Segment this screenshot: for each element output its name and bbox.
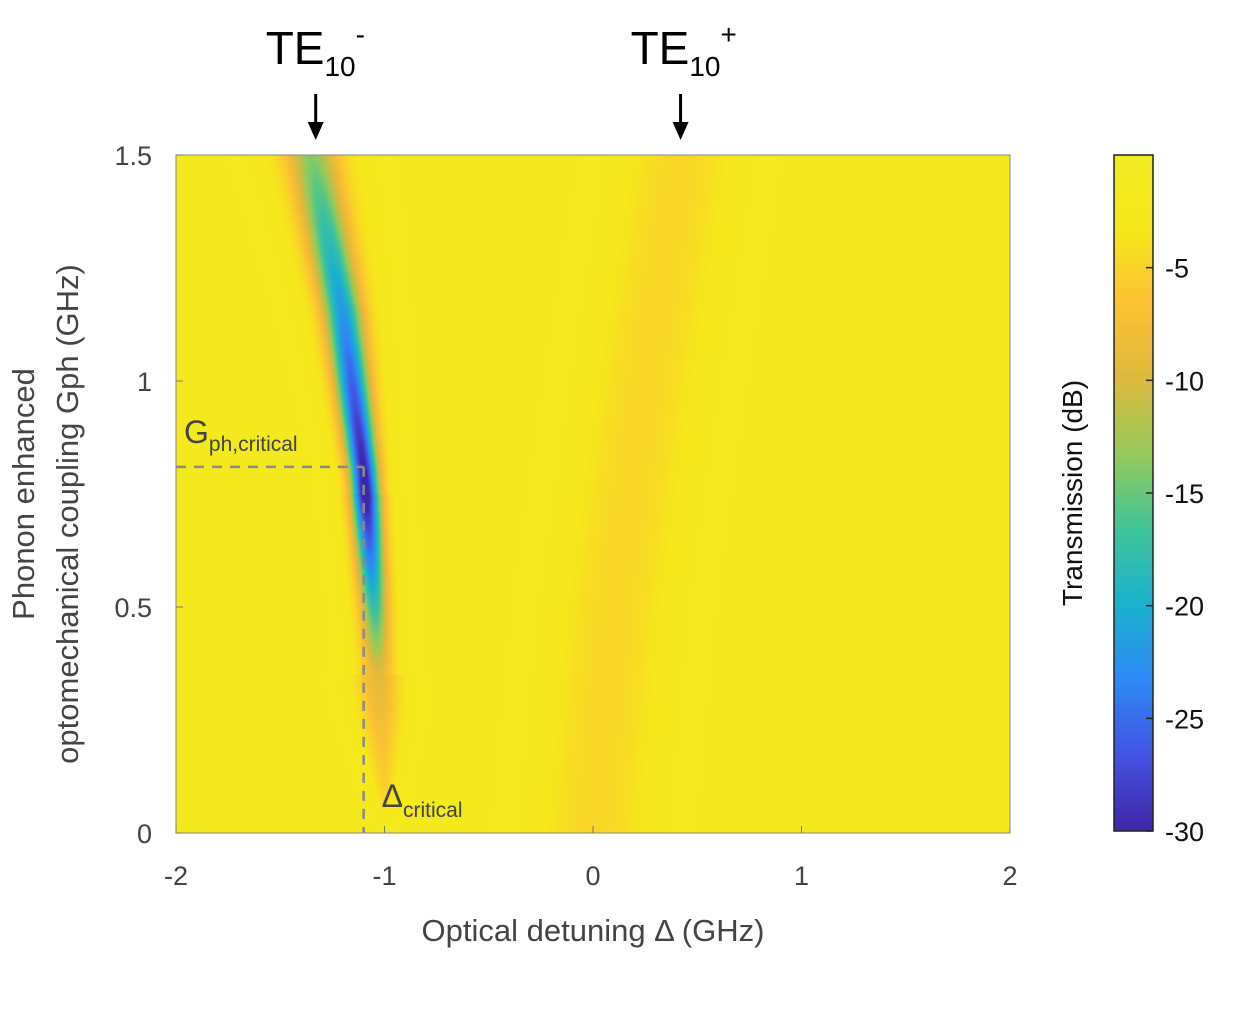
mode-label-te10-minus: TE10- xyxy=(266,19,365,140)
mode-te10-minus-sup: - xyxy=(356,19,365,50)
y-axis-label-line-2: optomechanical coupling Gph (GHz) xyxy=(50,264,85,764)
delta-critical-subscript: critical xyxy=(403,799,463,822)
y-axis-label-line-1: Phonon enhanced xyxy=(6,368,41,620)
heatmap-area xyxy=(176,155,1010,833)
mode-te10-plus-sub: 10 xyxy=(689,51,720,82)
mode-te10-plus-main: TE xyxy=(631,22,690,74)
x-tick-label: 0 xyxy=(585,861,600,891)
x-tick-label: 1 xyxy=(794,861,809,891)
colorbar-tick-label: -20 xyxy=(1165,592,1204,622)
y-tick-label: 1.5 xyxy=(114,141,152,171)
x-axis-label: Optical detuning Δ (GHz) xyxy=(422,913,765,948)
x-tick-label: 2 xyxy=(1002,861,1017,891)
colorbar-tick-label: -10 xyxy=(1165,366,1204,396)
mode-te10-minus-main: TE xyxy=(266,22,325,74)
mode-te10-minus-text: TE10- xyxy=(266,19,365,82)
x-tick-label: -1 xyxy=(372,861,396,891)
g-critical-subscript: ph,critical xyxy=(209,433,298,456)
colorbar-tick-label: -30 xyxy=(1165,817,1204,847)
x-tick-label: -2 xyxy=(164,861,188,891)
y-axis-label: Phonon enhanced optomechanical coupling … xyxy=(6,264,85,764)
colorbar-tick-label: -25 xyxy=(1165,704,1204,734)
g-critical-main: G xyxy=(184,414,209,450)
arrow-head-icon xyxy=(672,122,689,140)
colorbar-label: Transmission (dB) xyxy=(1057,380,1088,606)
mode-te10-minus-sub: 10 xyxy=(324,51,355,82)
mode-te10-plus-text: TE10+ xyxy=(631,19,737,82)
delta-critical-annotation: Δcritical xyxy=(382,778,463,822)
y-axis-ticks: 0 0.5 1 1.5 xyxy=(114,141,183,849)
colorbar-tick-label: -5 xyxy=(1165,254,1189,284)
x-axis-ticks: -2 -1 0 1 2 xyxy=(164,826,1018,891)
y-tick-label: 0 xyxy=(137,819,152,849)
y-tick-label: 0.5 xyxy=(114,593,152,623)
heatmap-image xyxy=(176,155,1010,833)
mode-label-te10-plus: TE10+ xyxy=(631,19,737,140)
colorbar-ticks: -5 -10 -15 -20 -25 -30 xyxy=(1146,254,1204,847)
colorbar-tick-label: -15 xyxy=(1165,479,1204,509)
y-tick-label: 1 xyxy=(137,367,152,397)
g-critical-annotation: Gph,critical xyxy=(184,414,298,456)
delta-critical-main: Δ xyxy=(382,778,403,814)
mode-te10-plus-sup: + xyxy=(721,19,737,50)
arrow-head-icon xyxy=(307,122,324,140)
